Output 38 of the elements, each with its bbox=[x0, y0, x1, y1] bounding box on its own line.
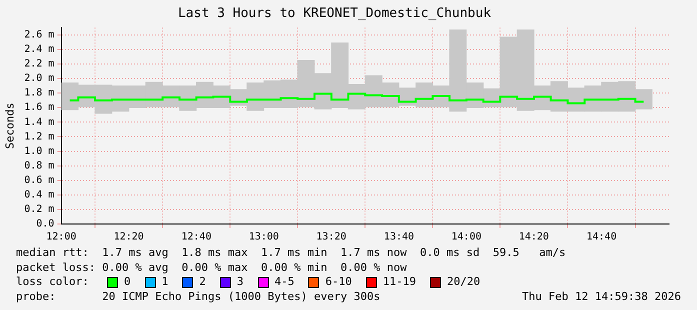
x-tick-label: 12:20 bbox=[114, 232, 144, 243]
y-tick-label: 2.4 m bbox=[24, 44, 54, 56]
y-tick-label: 0.8 m bbox=[24, 160, 54, 172]
y-tick-label: 2.6 m bbox=[24, 29, 54, 40]
legend-label: 20/20 bbox=[447, 275, 480, 290]
legend-label: 6-10 bbox=[325, 275, 352, 290]
x-tick-label: 14:40 bbox=[586, 232, 617, 243]
text: packet loss: 0.00 % avg 0.00 % max 0.00 % min 0.00 % now bbox=[16, 260, 408, 275]
legend-label: 0 bbox=[124, 275, 131, 290]
legend-label: 1 bbox=[162, 275, 168, 290]
y-tick-label: 2.2 m bbox=[24, 58, 54, 70]
text: Thu Feb 12 14:59:38 2026 bbox=[522, 290, 681, 304]
x-tick-label: 12:40 bbox=[181, 232, 212, 243]
y-tick-label: 1.0 m bbox=[24, 146, 54, 157]
chart-title: Last 3 Hours to KREONET_Domestic_Chunbuk bbox=[178, 6, 492, 22]
text: median rtt: 1.7 ms avg 1.8 ms max 1.7 ms min 1.7 ms now 0.0 ms sd 59.5 am/s bbox=[16, 246, 567, 260]
legend-title: loss color: bbox=[16, 275, 90, 290]
x-tick-label: 13:20 bbox=[316, 232, 346, 243]
y-tick-label: 0.4 m bbox=[24, 189, 54, 200]
legend-label: 11-19 bbox=[382, 275, 416, 290]
y-tick-label: 1.4 m bbox=[24, 116, 54, 128]
legend-label: 2 bbox=[199, 275, 206, 290]
x-tick-label: 12:00 bbox=[46, 232, 76, 243]
y-tick-label: 0.0 bbox=[36, 218, 54, 230]
legend-label: 4-5 bbox=[274, 275, 294, 290]
y-axis-title: Seconds bbox=[3, 102, 16, 149]
y-tick-label: 0.6 m bbox=[24, 174, 54, 186]
x-tick-label: 14:20 bbox=[518, 232, 549, 243]
x-tick-label: 14:00 bbox=[451, 232, 482, 243]
text: probe: 20 ICMP Echo Pings (1000 Bytes) every 300s bbox=[16, 290, 380, 304]
legend-label: 3 bbox=[236, 275, 244, 290]
y-tick-label: 1.6 m bbox=[24, 102, 54, 114]
y-tick-label: 0.2 m bbox=[24, 204, 54, 216]
x-tick-label: 13:00 bbox=[248, 232, 279, 243]
y-tick-label: 1.2 m bbox=[24, 131, 54, 142]
y-tick-label: 2.0 m bbox=[24, 73, 54, 84]
y-tick-label: 1.8 m bbox=[24, 88, 54, 99]
x-tick-label: 13:40 bbox=[384, 232, 414, 243]
